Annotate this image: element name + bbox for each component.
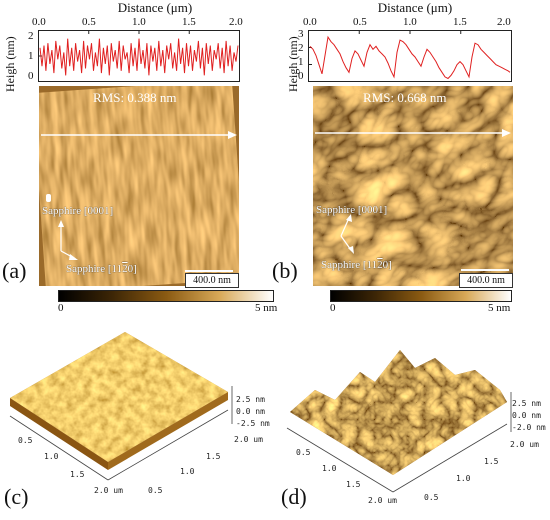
left-axis-d-1: 1.0 <box>322 464 337 473</box>
z-tick-d-0: 2.5 nm <box>512 399 541 408</box>
profile-line-arrow-b <box>315 129 511 137</box>
panel-letter-b: (b) <box>272 258 298 283</box>
x-tick-a-2: 1.0 <box>132 16 146 28</box>
direction-arrows-b <box>340 214 354 254</box>
afm-image-b: RMS: 0.668 nm Sapphire [0001] Sapphire [… <box>313 86 513 288</box>
x-tick-b-3: 1.5 <box>453 16 467 28</box>
panel-letter-a: (a) <box>2 258 27 283</box>
y-axis-title-a: Heigh (nm) <box>3 36 17 92</box>
z-tick-c-2: -2.5 nm <box>236 419 270 428</box>
colorbar-max-b: 5 nm <box>488 302 511 314</box>
right-axis-d-2: 1.0 <box>456 474 471 483</box>
scale-bar-line-b <box>461 269 509 271</box>
afm-texture-a <box>39 86 239 286</box>
colorbar-max-a: 5 nm <box>255 302 278 314</box>
x-axis-title-b: Distance (μm) <box>377 0 453 15</box>
left-axis-c-2: 1.5 <box>70 470 85 479</box>
x-tick-a-3: 1.5 <box>182 16 196 28</box>
direction-label-b-1120: Sapphire [1120] <box>321 259 392 271</box>
left-axis-c-1: 1.0 <box>44 452 59 461</box>
rms-label-a: RMS: 0.388 nm <box>93 90 177 105</box>
panel-letter-c: (c) <box>4 484 29 509</box>
y-tick-a-0: 2 <box>28 30 34 42</box>
direction-label-a-1120-bar: 2 <box>122 263 128 275</box>
z-tick-d-2: -2.0 nm <box>512 423 546 432</box>
right-axis-c-1: 1.5 <box>206 452 221 461</box>
colorbar-min-a: 0 <box>58 302 64 314</box>
direction-label-a-0001: Sapphire [0001] <box>42 205 114 217</box>
plot-frame <box>308 30 512 82</box>
right-axis-c-3: 0.5 <box>148 486 163 495</box>
x-tick-b-4: 2.0 <box>497 16 511 28</box>
z-tick-d-1: 0.0 nm <box>512 411 541 420</box>
y-tick-b-0: 3 <box>298 28 304 40</box>
afm-3d-surface-d <box>286 350 512 493</box>
scale-bar-label-a: 400.0 nm <box>185 273 239 288</box>
x-tick-b-1: 0.5 <box>353 16 367 28</box>
left-axis-d-2: 1.5 <box>346 480 361 489</box>
left-axis-c-3: 2.0 um <box>94 486 123 495</box>
profile-chart-b <box>308 30 512 82</box>
colorbar-min-b: 0 <box>330 302 336 314</box>
left-axis-d-0: 0.5 <box>296 448 311 457</box>
y-tick-b-2: 1 <box>298 56 304 68</box>
scale-bar-label-b: 400.0 nm <box>459 273 513 288</box>
direction-label-b-0001: Sapphire [0001] <box>316 204 388 216</box>
height-profile-line <box>309 35 511 80</box>
direction-label-b-1120-part1: Sapphire [11 <box>321 259 378 271</box>
direction-label-a-1120-part2: 0] <box>127 263 137 275</box>
right-axis-d-0: 2.0 um <box>510 440 539 449</box>
particle-dot-a <box>46 194 51 202</box>
scale-bar-line-a <box>185 270 233 272</box>
direction-label-b-1120-bar: 2 <box>377 259 383 271</box>
right-axis-d-3: 0.5 <box>424 493 439 502</box>
rms-label-b: RMS: 0.668 nm <box>363 90 447 105</box>
z-tick-c-0: 2.5 nm <box>236 395 265 404</box>
direction-label-b-1120-part2: 0] <box>382 259 392 271</box>
y-tick-b-1: 2 <box>298 42 304 54</box>
x-axis-title-a: Distance (μm) <box>117 0 193 15</box>
right-axis-d-1: 1.5 <box>484 457 499 466</box>
height-profile-line <box>39 38 239 76</box>
x-tick-a-0: 0.0 <box>32 16 46 28</box>
left-axis-c-0: 0.5 <box>18 436 33 445</box>
direction-arrows-a <box>58 220 78 260</box>
colorbar-a <box>58 290 274 302</box>
panel-letter-d: (d) <box>281 484 307 509</box>
afm-3d-surface-c <box>9 332 233 481</box>
colorbar-b <box>330 290 512 302</box>
direction-label-a-1120: Sapphire [1120] <box>66 263 137 275</box>
x-tick-a-4: 2.0 <box>229 16 243 28</box>
x-tick-a-1: 0.5 <box>82 16 96 28</box>
y-tick-a-1: 1 <box>28 50 34 62</box>
profile-chart-a <box>38 30 240 82</box>
profile-line-arrow-a <box>41 131 237 139</box>
direction-label-a-1120-part1: Sapphire [11 <box>66 263 123 275</box>
x-tick-b-0: 0.0 <box>303 16 317 28</box>
y-tick-a-2: 0 <box>28 70 34 82</box>
y-tick-b-3: 0 <box>298 70 304 82</box>
afm-image-a: RMS: 0.388 nm Sapphire [0001] Sapphire [… <box>39 86 239 288</box>
right-axis-c-2: 1.0 <box>180 467 195 476</box>
right-axis-c-0: 2.0 um <box>234 435 263 444</box>
x-tick-b-2: 1.0 <box>403 16 417 28</box>
left-axis-d-3: 2.0 um <box>368 496 397 505</box>
z-tick-c-1: 0.0 nm <box>236 407 265 416</box>
